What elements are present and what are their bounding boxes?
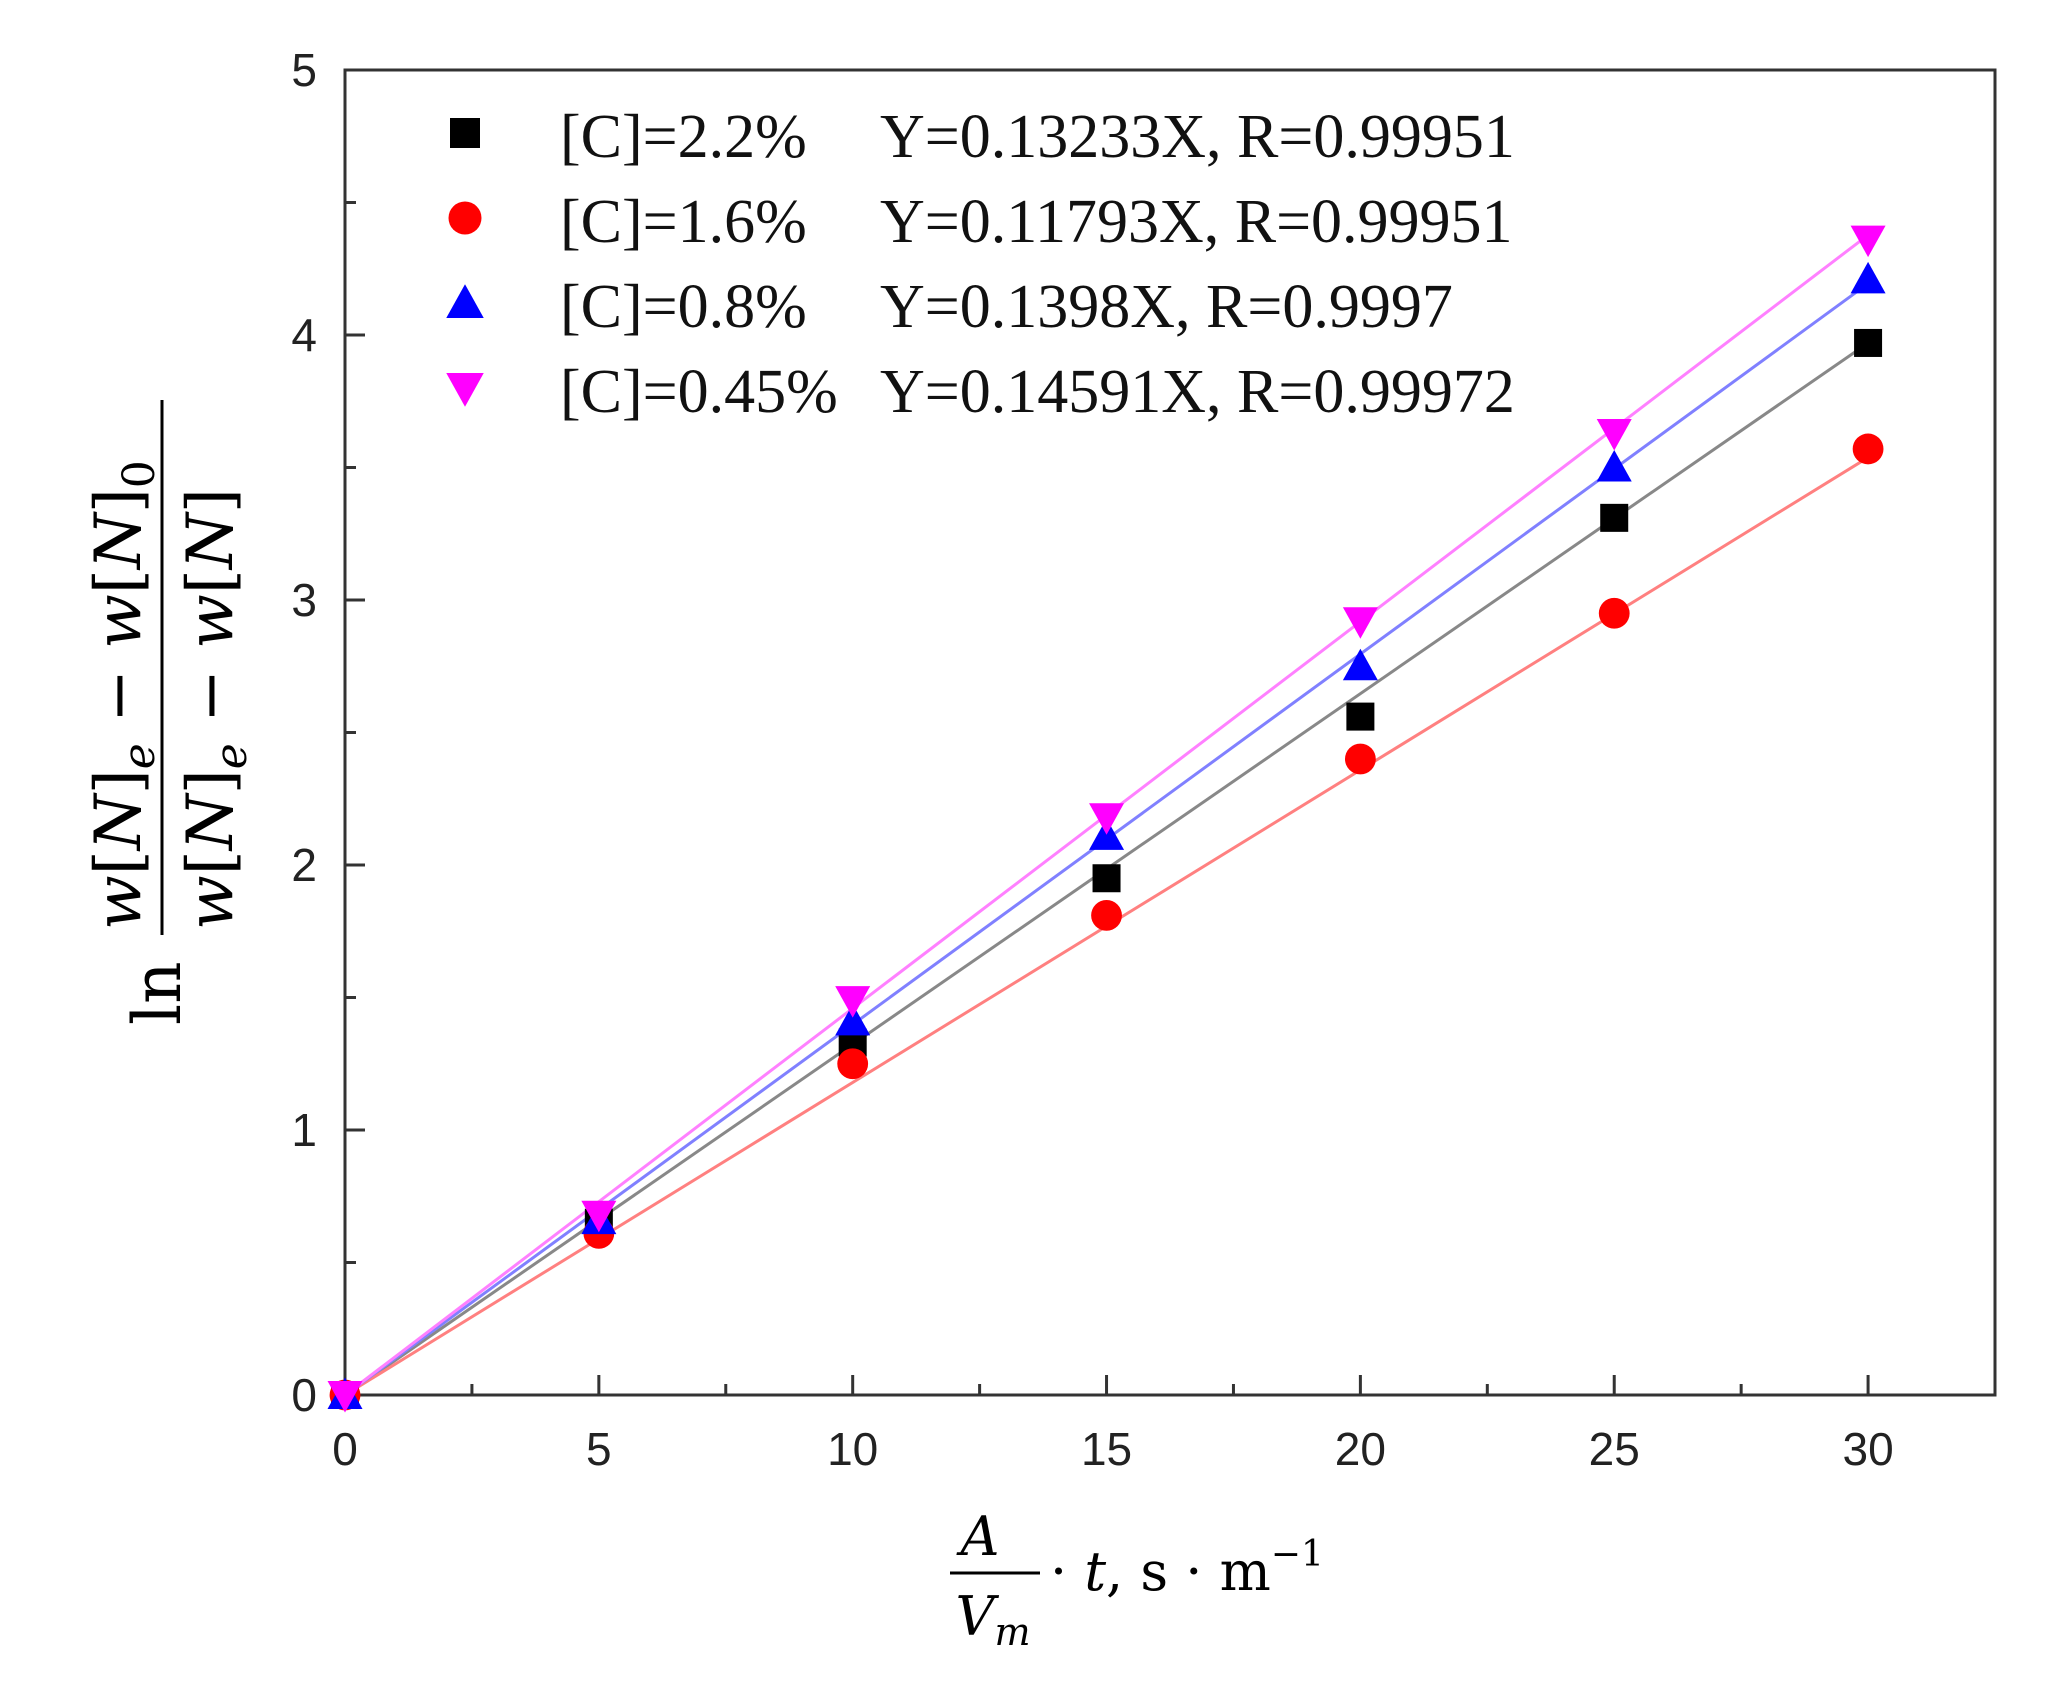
x-tick-label: 15 bbox=[1081, 1423, 1132, 1475]
legend-marker bbox=[450, 118, 480, 148]
data-point bbox=[1850, 261, 1886, 294]
x-axis: 0 5 10 15 20 25 30 bbox=[332, 1375, 1894, 1475]
legend: [C]=2.2% Y=0.13233X, R=0.99951 [C]=1.6% Y=0… bbox=[446, 103, 1515, 426]
data-point bbox=[837, 1048, 869, 1080]
svg-text:A: A bbox=[956, 1505, 1000, 1568]
legend-label: [C]=0.8% bbox=[560, 273, 807, 341]
legend-equation: Y=0.14591X, R=0.99972 bbox=[880, 358, 1515, 426]
x-tick-label: 25 bbox=[1589, 1423, 1640, 1475]
y-tick-label: 2 bbox=[291, 839, 317, 891]
data-point bbox=[1596, 450, 1632, 482]
data-point bbox=[1852, 433, 1884, 465]
x-tick-label: 5 bbox=[586, 1423, 612, 1475]
data-point bbox=[1346, 702, 1375, 731]
data-markers bbox=[327, 225, 1886, 1413]
data-point bbox=[835, 986, 871, 1018]
y-axis-label: ln w[N]e − w[N]0 w[N]e − w[N] bbox=[82, 400, 257, 1025]
plot-frame bbox=[343, 68, 1997, 1397]
x-axis-label: A Vm · t, s · m−1 bbox=[950, 1505, 1324, 1654]
svg-text:w[N]e − w[N]: w[N]e − w[N] bbox=[174, 488, 257, 930]
legend-equation: Y=0.13233X, R=0.99951 bbox=[880, 103, 1515, 171]
legend-marker bbox=[446, 284, 484, 318]
y-tick-label: 1 bbox=[291, 1104, 317, 1156]
data-point bbox=[1600, 503, 1629, 532]
x-tick-label: 30 bbox=[1842, 1423, 1893, 1475]
y-tick-label: 5 bbox=[291, 44, 317, 96]
svg-text:Vm: Vm bbox=[955, 1585, 1030, 1654]
data-point bbox=[1342, 607, 1378, 639]
data-point bbox=[1092, 864, 1121, 893]
svg-text:w[N]e − w[N]0: w[N]e − w[N]0 bbox=[82, 460, 165, 930]
svg-text:· t, s · m−1: · t, s · m−1 bbox=[1050, 1534, 1324, 1603]
data-point bbox=[1598, 597, 1630, 629]
data-point bbox=[1089, 803, 1125, 835]
data-point bbox=[1091, 899, 1122, 931]
x-tick-label: 20 bbox=[1335, 1423, 1386, 1475]
data-point bbox=[1342, 648, 1378, 681]
legend-label: [C]=0.45% bbox=[560, 358, 838, 426]
legend-equation: Y=0.1398X, R=0.9997 bbox=[880, 273, 1453, 341]
data-point bbox=[327, 1381, 363, 1413]
svg-text:ln: ln bbox=[119, 961, 196, 1025]
y-tick-label: 0 bbox=[291, 1369, 317, 1421]
y-tick-label: 4 bbox=[291, 309, 317, 361]
x-tick-label: 0 bbox=[332, 1423, 358, 1475]
data-point bbox=[1344, 743, 1376, 775]
data-point bbox=[1854, 328, 1883, 357]
data-point bbox=[835, 1003, 871, 1036]
legend-marker bbox=[446, 373, 484, 407]
data-point bbox=[1596, 419, 1632, 451]
legend-label: [C]=1.6% bbox=[560, 188, 807, 256]
legend-equation: Y=0.11793X, R=0.99951 bbox=[880, 188, 1513, 256]
data-point bbox=[1850, 225, 1886, 258]
y-tick-label: 3 bbox=[291, 574, 317, 626]
x-tick-label: 10 bbox=[827, 1423, 878, 1475]
legend-marker bbox=[448, 201, 482, 235]
legend-label: [C]=2.2% bbox=[560, 103, 807, 171]
data-point bbox=[581, 1200, 617, 1233]
y-axis: 0 1 2 3 4 5 bbox=[291, 44, 365, 1421]
